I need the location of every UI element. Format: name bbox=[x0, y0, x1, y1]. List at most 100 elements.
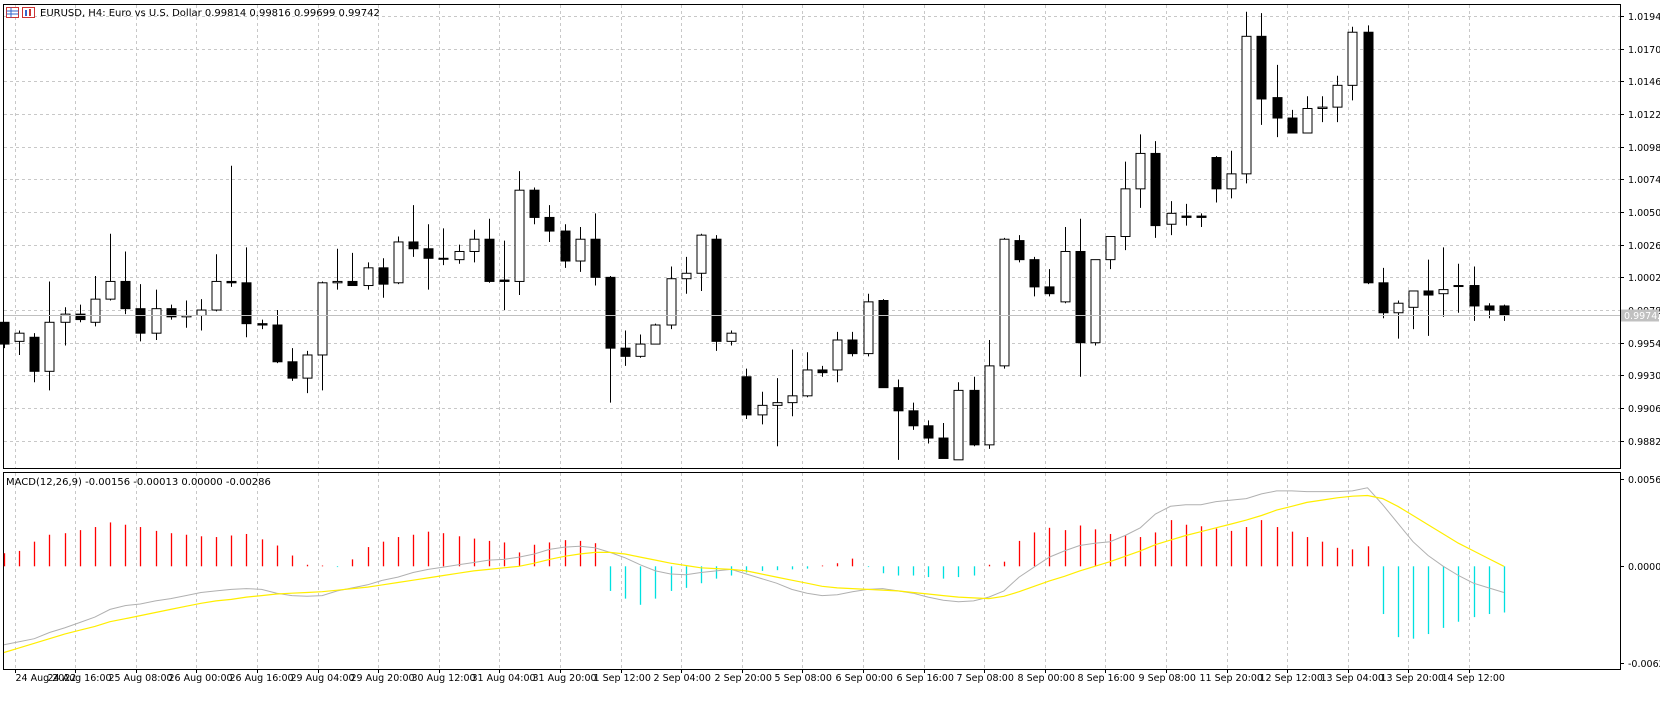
candle bbox=[984, 339, 995, 449]
candle-body-bull bbox=[1226, 173, 1237, 190]
macd-main-line bbox=[3, 487, 1505, 646]
candle bbox=[560, 224, 571, 268]
candle-body-bear bbox=[590, 238, 601, 278]
candle bbox=[726, 330, 737, 346]
candle-body-bear bbox=[620, 347, 631, 357]
macd-grid bbox=[15, 473, 1470, 669]
candle-body-bear bbox=[544, 216, 555, 232]
candle-body-bull bbox=[999, 238, 1010, 367]
current-price-label: 0.99742 bbox=[1624, 311, 1660, 322]
price-axis: 1.01940 1.01700 1.01460 1.01220 1.00980 1.007… bbox=[1620, 12, 1660, 448]
candle bbox=[832, 331, 843, 383]
candle-body-bear bbox=[272, 324, 283, 363]
candle-body-bear bbox=[893, 387, 904, 412]
candle bbox=[332, 248, 343, 290]
candle bbox=[999, 237, 1010, 369]
time-tick-label: 29 Aug 20:00 bbox=[351, 673, 415, 684]
price-tick-label: 1.01220 bbox=[1628, 110, 1660, 121]
candle-body-bull bbox=[1393, 302, 1404, 314]
candle-body-bear bbox=[1044, 286, 1055, 295]
candle bbox=[1287, 109, 1298, 134]
candle-body-bear bbox=[878, 300, 889, 389]
time-tick-label: 24 Aug 16:00 bbox=[48, 673, 112, 684]
macd-tick-label: 0.00000 bbox=[1628, 562, 1660, 573]
candle bbox=[75, 304, 86, 323]
candle-body-bull bbox=[1347, 31, 1358, 86]
candle bbox=[1196, 213, 1207, 227]
price-panel-frame bbox=[3, 4, 1621, 469]
candle bbox=[620, 330, 631, 366]
candle bbox=[1044, 269, 1055, 297]
candle-body-bull bbox=[1317, 106, 1328, 109]
candle bbox=[1363, 25, 1374, 285]
candle-body-bear bbox=[257, 323, 268, 326]
candle bbox=[378, 258, 389, 298]
time-tick-label: 8 Sep 00:00 bbox=[1018, 673, 1075, 684]
candle bbox=[757, 391, 768, 425]
time-tick-label: 6 Sep 16:00 bbox=[897, 673, 954, 684]
candle bbox=[938, 423, 949, 459]
time-tick-label: 2 Sep 20:00 bbox=[715, 673, 772, 684]
candle bbox=[44, 281, 55, 391]
candle-body-bull bbox=[317, 282, 328, 356]
candle-body-bull bbox=[787, 395, 798, 404]
candle-body-bull bbox=[469, 238, 480, 252]
candle-body-bear bbox=[711, 238, 722, 342]
candle-body-bear bbox=[423, 248, 434, 259]
candle bbox=[393, 236, 404, 285]
candle bbox=[257, 319, 268, 330]
price-tick-label: 1.00980 bbox=[1628, 143, 1660, 154]
candle bbox=[1256, 13, 1267, 125]
candle bbox=[1226, 150, 1237, 199]
price-tick-label: 1.01940 bbox=[1628, 12, 1660, 23]
candle bbox=[863, 293, 874, 357]
candle bbox=[484, 218, 495, 283]
candle-body-bear bbox=[29, 336, 40, 372]
price-tick-label: 1.00500 bbox=[1628, 208, 1660, 219]
candle bbox=[1150, 141, 1161, 238]
candle-body-bull bbox=[151, 308, 162, 334]
candle bbox=[1332, 75, 1343, 123]
candle-body-bear bbox=[1272, 97, 1283, 119]
candle-body-bear bbox=[226, 280, 237, 284]
candle bbox=[317, 281, 328, 391]
candle bbox=[105, 233, 116, 301]
candle-body-bear bbox=[529, 189, 540, 218]
candle-body-bull bbox=[1302, 107, 1313, 134]
candle bbox=[1393, 300, 1404, 339]
candle bbox=[90, 275, 101, 327]
candle bbox=[635, 334, 646, 358]
table-icon[interactable] bbox=[6, 7, 19, 18]
chart-icon[interactable] bbox=[22, 7, 35, 18]
candle-body-bull bbox=[1408, 290, 1419, 308]
candle bbox=[666, 266, 677, 330]
time-tick-label: 7 Sep 08:00 bbox=[957, 673, 1014, 684]
candle bbox=[347, 252, 358, 287]
candle bbox=[711, 235, 722, 351]
candle-body-bull bbox=[832, 339, 843, 371]
candle bbox=[1241, 11, 1252, 184]
candle bbox=[1272, 64, 1283, 138]
candle bbox=[363, 262, 374, 290]
candle bbox=[1378, 267, 1389, 319]
candle bbox=[135, 284, 146, 342]
candle bbox=[1438, 247, 1449, 317]
candle bbox=[211, 254, 222, 312]
candle-body-bull bbox=[90, 298, 101, 323]
candle-body-bear bbox=[1423, 290, 1434, 296]
candle-body-bear bbox=[378, 267, 389, 285]
candle bbox=[575, 226, 586, 272]
candle bbox=[969, 376, 980, 447]
candle-body-bear bbox=[1150, 152, 1161, 227]
candle bbox=[1469, 266, 1480, 321]
macd-tick-label: -0.00628 bbox=[1628, 659, 1660, 670]
candle-body-bear bbox=[1211, 157, 1222, 190]
candle bbox=[1060, 226, 1071, 304]
candle-body-bear bbox=[908, 410, 919, 427]
candle bbox=[151, 289, 162, 340]
candle-body-bull bbox=[438, 257, 449, 260]
candle bbox=[681, 256, 692, 294]
